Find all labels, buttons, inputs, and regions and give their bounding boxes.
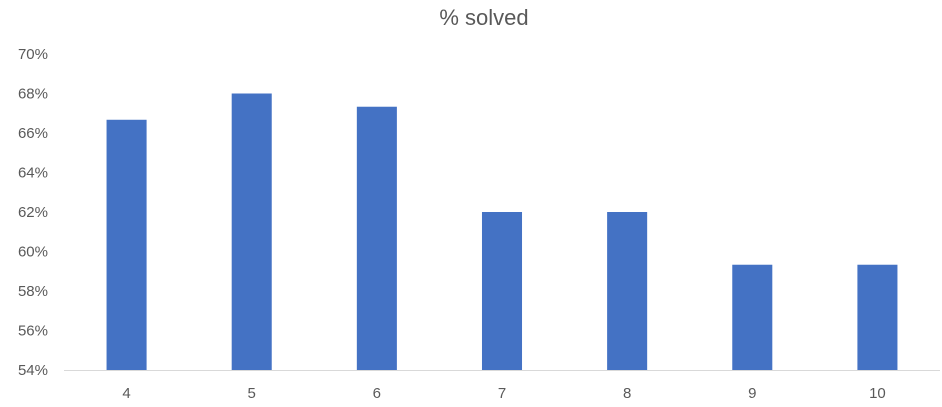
y-tick-label: 56% [18,323,48,340]
y-tick-label: 62% [18,204,48,221]
y-tick-label: 64% [18,165,48,182]
bar-7 [481,212,523,370]
x-tick-label: 5 [248,385,256,402]
y-axis-tick-labels: 54% 56% 58% 60% 62% 64% 66% 68% 70% [18,46,48,379]
bar-4 [106,119,147,370]
y-tick-label: 66% [18,125,48,142]
x-axis-tick-labels: 4 5 6 7 8 9 10 [122,385,885,402]
bar-series [106,93,898,371]
x-tick-label: 9 [748,385,756,402]
y-tick-label: 70% [18,46,48,63]
bar-8 [607,212,648,370]
x-tick-label: 4 [122,385,130,402]
chart-title: % solved [439,5,528,30]
y-tick-label: 68% [18,86,48,103]
bar-10 [857,264,898,370]
bar-5 [231,93,272,370]
y-tick-label: 58% [18,283,48,300]
y-tick-label: 54% [18,362,48,379]
x-tick-label: 6 [373,385,381,402]
y-tick-label: 60% [18,244,48,261]
x-tick-label: 10 [869,385,886,402]
x-tick-label: 7 [498,385,506,402]
bar-6 [356,106,397,371]
bar-9 [732,264,773,370]
x-tick-label: 8 [623,385,631,402]
